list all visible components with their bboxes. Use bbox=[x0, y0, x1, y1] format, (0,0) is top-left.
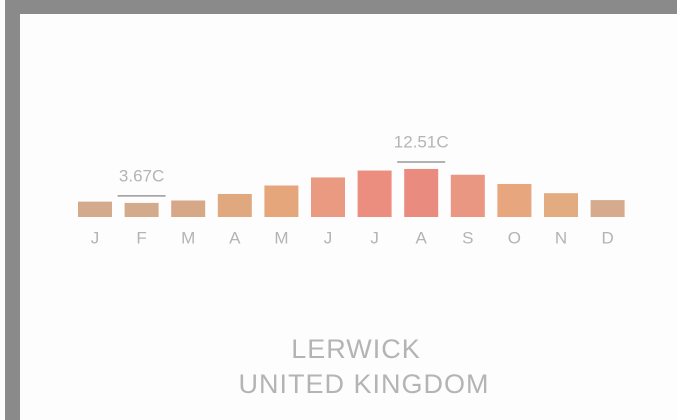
bar bbox=[497, 183, 532, 217]
bar bbox=[311, 177, 345, 217]
bar bbox=[78, 201, 112, 217]
bar bbox=[264, 185, 299, 217]
x-tick-label: J bbox=[324, 228, 333, 247]
top-border bbox=[0, 0, 677, 14]
x-tick-label: M bbox=[181, 228, 195, 247]
bar bbox=[171, 200, 206, 217]
x-tick-label: F bbox=[136, 228, 146, 247]
x-tick-label: N bbox=[555, 228, 567, 247]
x-tick-label: M bbox=[274, 228, 288, 247]
left-edge bbox=[0, 0, 5, 420]
bar bbox=[404, 168, 439, 217]
x-tick-label: O bbox=[508, 228, 521, 247]
bar bbox=[357, 170, 392, 217]
bar bbox=[124, 202, 159, 217]
x-tick-label: S bbox=[462, 228, 473, 247]
x-tick-label: J bbox=[91, 228, 100, 247]
x-tick-label: D bbox=[601, 228, 613, 247]
chart-title: LERWICK bbox=[291, 334, 421, 364]
chart-subtitle: UNITED KINGDOM bbox=[238, 369, 489, 399]
bar bbox=[590, 200, 625, 217]
value-label: 3.67C bbox=[119, 166, 164, 185]
x-tick-label: A bbox=[416, 228, 428, 247]
left-border bbox=[5, 0, 20, 420]
value-label: 12.51C bbox=[394, 132, 449, 151]
x-tick-label: J bbox=[370, 228, 379, 247]
bar bbox=[450, 174, 485, 217]
bar bbox=[544, 193, 578, 217]
x-tick-label: A bbox=[229, 228, 241, 247]
bar bbox=[217, 193, 252, 217]
